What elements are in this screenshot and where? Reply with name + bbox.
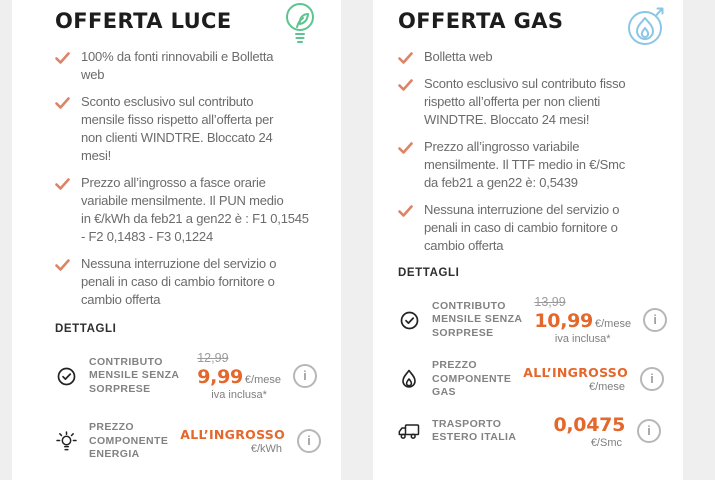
bullet-text: Prezzo all’ingrosso a fasce orarie varia… xyxy=(81,175,309,244)
offer-title-gas: OFFERTA GAS xyxy=(398,9,564,33)
price: 10,99 xyxy=(534,310,593,332)
check-icon xyxy=(55,48,70,84)
list-item: Nessuna interruzione del servizio o pena… xyxy=(55,255,317,309)
detail-row-contributo: CONTRIBUTO MENSILE SENZA SORPRESE 12,99 … xyxy=(55,351,317,401)
list-item: Sconto esclusivo sul contributo mensile … xyxy=(55,93,317,165)
info-icon[interactable]: i xyxy=(297,429,322,454)
old-price: 13,99 xyxy=(534,295,566,309)
check-icon xyxy=(55,255,70,309)
eco-bulb-icon xyxy=(280,1,320,45)
price-mode: ALL’INGROSSO xyxy=(523,365,629,381)
price-unit: €/Smc xyxy=(590,436,622,449)
detail-label: CONTRIBUTO MENSILE SENZA SORPRESE xyxy=(432,299,523,339)
detail-value: ALL’INGROSSO €/kWh xyxy=(180,427,285,455)
vat-note: iva inclusa* xyxy=(554,333,611,345)
list-item: 100% da fonti rinnovabili e Bolletta web xyxy=(55,48,317,84)
bullet-text: Sconto esclusivo sul contributo fisso ri… xyxy=(424,76,626,127)
bullet-text: 100% da fonti rinnovabili e Bolletta web xyxy=(81,49,274,82)
gas-benefits-list: Bolletta web Sconto esclusivo sul contri… xyxy=(398,48,661,255)
check-circle-icon xyxy=(398,311,420,330)
detail-row-contributo: CONTRIBUTO MENSILE SENZA SORPRESE 13,99 … xyxy=(398,295,668,345)
offer-card-luce: OFFERTA LUCE 100% da fonti rinnovabili e… xyxy=(12,0,341,480)
offer-title-luce: OFFERTA LUCE xyxy=(55,9,232,33)
list-item: Prezzo all’ingrosso a fasce orarie varia… xyxy=(55,174,317,246)
list-item: Nessuna interruzione del servizio o pena… xyxy=(398,201,661,255)
bullet-text: Sconto esclusivo sul contributo mensile … xyxy=(81,94,274,163)
details-heading: DETTAGLI xyxy=(398,267,460,279)
check-icon xyxy=(398,48,413,66)
check-icon xyxy=(55,93,70,165)
check-circle-icon xyxy=(55,367,77,386)
price-mode: ALL’INGROSSO xyxy=(180,427,286,443)
vat-note: iva inclusa* xyxy=(211,389,267,401)
check-icon xyxy=(55,174,70,246)
check-icon xyxy=(398,138,413,192)
detail-value: ALL’INGROSSO €/mese xyxy=(523,365,628,393)
detail-row-prezzo-gas: PREZZO COMPONENTE GAS ALL’INGROSSO €/mes… xyxy=(398,359,665,400)
info-icon[interactable]: i xyxy=(637,419,661,443)
truck-icon xyxy=(398,423,420,440)
detail-label: PREZZO COMPONENTE GAS xyxy=(432,359,512,398)
detail-row-trasporto: TRASPORTO ESTERO ITALIA 0,0475 €/Smc i xyxy=(398,414,661,449)
list-item: Bolletta web xyxy=(398,48,661,66)
price-unit: €/kWh xyxy=(250,443,283,456)
detail-value: 0,0475 €/Smc xyxy=(553,414,625,449)
energy-bulb-icon xyxy=(55,431,77,452)
bullet-text: Nessuna interruzione del servizio o pena… xyxy=(424,202,620,253)
detail-row-prezzo-energia: PREZZO COMPONENTE ENERGIA ALL’INGROSSO €… xyxy=(55,421,322,462)
price: 0,0475 xyxy=(553,413,625,436)
details-heading: DETTAGLI xyxy=(55,323,117,335)
check-icon xyxy=(398,201,413,255)
price-unit: €/mese xyxy=(588,381,626,394)
info-icon[interactable]: i xyxy=(293,364,317,388)
detail-label: CONTRIBUTO MENSILE SENZA SORPRESE xyxy=(89,355,180,395)
detail-label: PREZZO COMPONENTE ENERGIA xyxy=(89,421,169,460)
bullet-text: Bolletta web xyxy=(424,49,493,64)
offer-card-gas: OFFERTA GAS Bolletta web Sconto esclusiv… xyxy=(373,0,683,480)
list-item: Sconto esclusivo sul contributo fisso ri… xyxy=(398,75,661,129)
list-item: Prezzo all’ingrosso variabile mensilment… xyxy=(398,138,661,192)
old-price: 12,99 xyxy=(197,351,229,365)
bullet-text: Nessuna interruzione del servizio o pena… xyxy=(81,256,277,307)
info-icon[interactable]: i xyxy=(640,367,665,392)
price: 9,99 xyxy=(197,366,243,388)
flame-icon xyxy=(398,369,420,389)
detail-label: TRASPORTO ESTERO ITALIA xyxy=(432,417,517,444)
price-unit: €/mese xyxy=(594,318,632,330)
detail-value: 12,99 9,99 €/mese iva inclusa* xyxy=(197,351,281,401)
detail-value: 13,99 10,99 €/mese iva inclusa* xyxy=(534,295,631,345)
check-icon xyxy=(398,75,413,129)
bullet-text: Prezzo all’ingrosso variabile mensilment… xyxy=(424,139,626,190)
info-icon[interactable]: i xyxy=(643,308,668,332)
gas-flame-icon xyxy=(624,1,668,49)
luce-benefits-list: 100% da fonti rinnovabili e Bolletta web… xyxy=(55,48,317,309)
price-unit: €/mese xyxy=(244,374,281,386)
